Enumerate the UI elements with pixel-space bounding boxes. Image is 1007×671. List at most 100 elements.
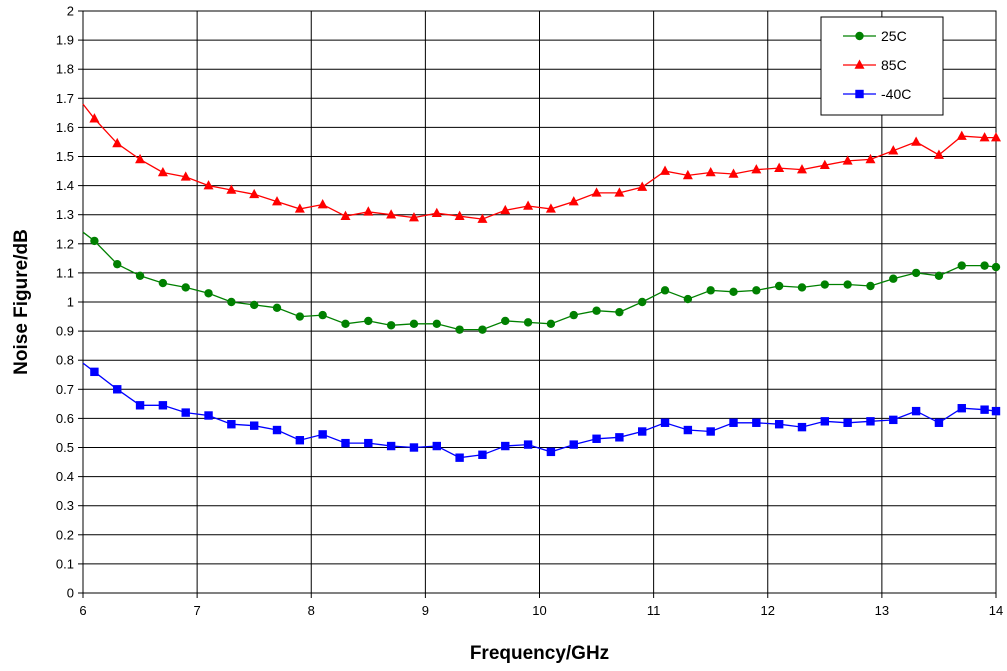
data-point-25c: [638, 297, 647, 307]
data-point-40c: [249, 421, 259, 430]
legend: 25C 85C -40C: [820, 16, 944, 116]
data-point-25c: [569, 310, 578, 320]
data-point-85c: [523, 200, 534, 210]
legend-label-85c: 85C: [881, 57, 907, 73]
data-point-25c: [911, 268, 921, 278]
data-point-40c: [683, 425, 693, 435]
data-point-25c: [295, 312, 305, 321]
data-point-85c: [545, 203, 556, 213]
data-point-85c: [819, 159, 830, 170]
legend-marker-25c: [855, 31, 864, 41]
y-tick-label: 1: [67, 295, 74, 310]
data-point-40c: [934, 418, 944, 427]
data-point-40c: [272, 425, 282, 435]
y-tick-label: 1.4: [56, 178, 74, 193]
data-point-85c: [751, 164, 762, 174]
data-point-85c: [112, 137, 123, 148]
data-point-40c: [957, 404, 966, 413]
data-point-40c: [478, 450, 487, 459]
data-point-40c: [113, 385, 122, 394]
data-point-25c: [774, 281, 784, 291]
data-point-40c: [752, 418, 761, 427]
data-point-85c: [477, 213, 488, 223]
data-point-85c: [911, 136, 922, 146]
data-point-40c: [501, 441, 510, 451]
x-axis-ticks: 6 7 8 9 10 11 12 13 14: [79, 593, 1003, 618]
data-point-25c: [729, 287, 738, 297]
x-tick-label: 8: [308, 603, 315, 618]
data-point-85c: [203, 180, 214, 190]
data-point-85c: [249, 188, 260, 199]
data-point-40c: [295, 436, 305, 445]
data-point-25c: [683, 294, 693, 304]
data-point-85c: [157, 167, 168, 177]
data-point-85c: [431, 207, 442, 218]
data-point-25c: [889, 274, 898, 283]
y-tick-label: 0.9: [56, 324, 74, 339]
data-point-85c: [842, 155, 853, 165]
x-tick-label: 10: [532, 603, 546, 618]
data-point-40c: [409, 443, 419, 452]
data-point-85c: [614, 187, 625, 197]
data-point-25c: [318, 310, 327, 320]
data-point-25c: [820, 280, 830, 289]
data-point-40c: [135, 401, 145, 410]
data-point-85c: [363, 206, 374, 216]
data-point-40c: [615, 433, 624, 442]
data-point-25c: [546, 319, 556, 329]
data-point-85c: [294, 203, 305, 213]
y-axis-ticks: 0 0.1 0.2 0.3 0.4 0.5 0.6 0.7 0.8 0.9 1 1.1 1.2 1.3 1.…: [56, 4, 83, 601]
data-point-25c: [615, 307, 624, 317]
data-point-25c: [386, 321, 396, 330]
data-point-85c: [705, 167, 716, 177]
data-point-25c: [706, 286, 715, 295]
x-axis-title: Frequency/GHz: [470, 643, 609, 664]
y-tick-label: 0.7: [56, 382, 74, 397]
y-tick-label: 1.8: [56, 62, 74, 77]
data-point-40c: [660, 418, 670, 427]
data-point-25c: [364, 316, 373, 326]
data-point-40c: [774, 420, 784, 429]
legend-label-40c: -40C: [881, 86, 911, 102]
data-point-85c: [796, 164, 807, 174]
data-point-40c: [729, 418, 738, 427]
data-point-40c: [364, 438, 373, 448]
data-point-40c: [546, 447, 556, 457]
data-point-25c: [113, 259, 122, 269]
data-point-85c: [979, 132, 990, 142]
x-tick-label: 6: [79, 603, 86, 618]
data-point-40c: [181, 408, 190, 417]
data-point-85c: [933, 149, 944, 159]
data-point-25c: [843, 280, 852, 289]
y-tick-label: 1.7: [56, 91, 74, 106]
data-point-25c: [866, 281, 875, 291]
legend-box: [820, 16, 944, 116]
data-point-40c: [820, 417, 830, 426]
data-point-25c: [660, 286, 670, 295]
data-point-25c: [523, 318, 533, 327]
y-tick-label: 1.5: [56, 149, 74, 164]
series-markers: [89, 113, 1001, 462]
data-point-85c: [180, 171, 191, 181]
data-point-40c: [569, 440, 578, 449]
y-tick-label: 2: [67, 4, 74, 19]
data-point-85c: [340, 210, 351, 220]
data-point-25c: [249, 300, 259, 310]
data-point-85c: [386, 209, 397, 219]
data-point-85c: [888, 145, 899, 155]
data-point-85c: [500, 204, 511, 215]
y-tick-label: 0.8: [56, 353, 74, 368]
data-point-40c: [386, 441, 396, 451]
x-tick-label: 14: [989, 603, 1003, 618]
data-point-85c: [774, 162, 785, 172]
data-point-85c: [454, 210, 465, 220]
x-tick-label: 13: [875, 603, 889, 618]
data-point-85c: [317, 199, 328, 209]
y-axis-title: Noise Figure/dB: [11, 229, 32, 375]
data-point-25c: [501, 316, 510, 326]
data-point-40c: [341, 438, 350, 448]
data-point-85c: [991, 132, 1001, 142]
data-point-85c: [660, 165, 671, 175]
data-point-40c: [432, 441, 441, 451]
data-point-40c: [592, 434, 601, 443]
